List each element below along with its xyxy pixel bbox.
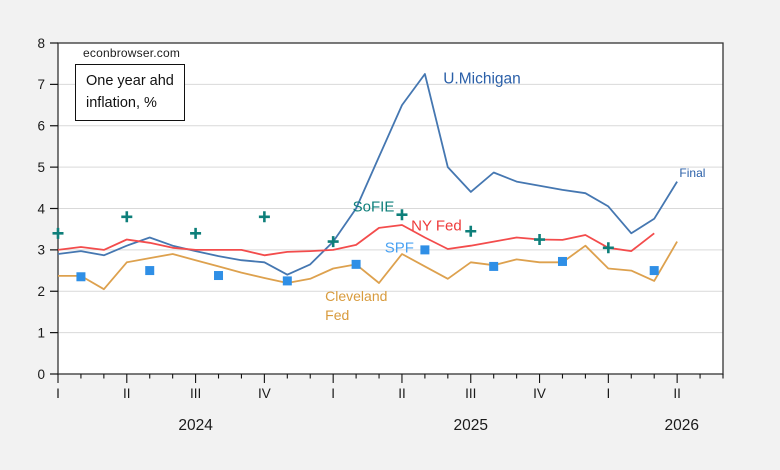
spf-square-marker xyxy=(145,266,155,276)
series-label-spf: SPF xyxy=(385,239,414,256)
quarter-label: III xyxy=(465,386,476,401)
series-label-umichigan: U.Michigan xyxy=(443,71,521,88)
series-label-sofie: SoFIE xyxy=(353,198,395,215)
sofie-plus-marker xyxy=(121,211,133,223)
sofie-plus-marker xyxy=(465,225,477,237)
note-box: One year ahd inflation, % xyxy=(75,64,185,121)
sofie-plus-marker xyxy=(396,209,408,221)
quarter-label: I xyxy=(606,386,610,401)
quarter-label: II xyxy=(398,386,406,401)
series-line-cleveland xyxy=(58,241,678,291)
y-tick-label: 2 xyxy=(37,284,45,299)
watermark: econbrowser.com xyxy=(83,46,181,60)
quarter-label: I xyxy=(56,386,60,401)
year-label: 2024 xyxy=(178,417,213,434)
spf-square-marker xyxy=(420,245,430,255)
y-tick-label: 3 xyxy=(37,243,45,258)
sofie-plus-marker xyxy=(52,227,64,239)
series-line-nyfed xyxy=(57,224,655,257)
sofie-plus-marker xyxy=(534,234,546,246)
quarter-label: III xyxy=(190,386,201,401)
y-tick-label: 7 xyxy=(37,77,45,92)
series-label-cleveland: Cleveland xyxy=(325,288,387,304)
series-markers-spf xyxy=(76,245,659,286)
note-box-line-1: One year ahd xyxy=(86,73,174,89)
series-line-umichigan xyxy=(57,73,678,276)
y-tick-label: 6 xyxy=(37,119,45,134)
spf-square-marker xyxy=(282,276,292,286)
spf-square-marker xyxy=(351,259,361,269)
y-axis: 0 1 2 3 4 5 6 7 8 xyxy=(37,36,58,382)
quarter-label: II xyxy=(123,386,131,401)
spf-square-marker xyxy=(557,256,567,266)
quarter-label: IV xyxy=(258,386,271,401)
spf-square-marker xyxy=(214,271,224,281)
quarter-label: I xyxy=(331,386,335,401)
sofie-plus-marker xyxy=(327,236,339,248)
y-tick-label: 5 xyxy=(37,160,45,175)
series-label-nyfed: NY Fed xyxy=(411,217,462,234)
spf-square-marker xyxy=(649,266,659,276)
spf-square-marker xyxy=(489,261,499,271)
year-label: 2026 xyxy=(664,417,698,434)
y-tick-label: 4 xyxy=(37,201,45,216)
spf-square-marker xyxy=(76,272,86,282)
sofie-plus-marker xyxy=(190,227,202,239)
quarter-label: IV xyxy=(533,386,546,401)
gridlines xyxy=(58,83,723,334)
y-tick-label: 0 xyxy=(37,367,45,382)
y-tick-label: 8 xyxy=(37,36,45,51)
note-box-line-2: inflation, % xyxy=(86,95,157,111)
year-label: 2025 xyxy=(454,417,488,434)
y-tick-label: 1 xyxy=(37,325,45,340)
series-label-cleveland: Fed xyxy=(325,307,349,323)
quarter-label: II xyxy=(673,386,681,401)
series-label-umichigan: Final xyxy=(679,166,705,180)
sofie-plus-marker xyxy=(258,211,270,223)
series-markers-sofie xyxy=(52,209,614,254)
sofie-plus-marker xyxy=(602,242,614,254)
